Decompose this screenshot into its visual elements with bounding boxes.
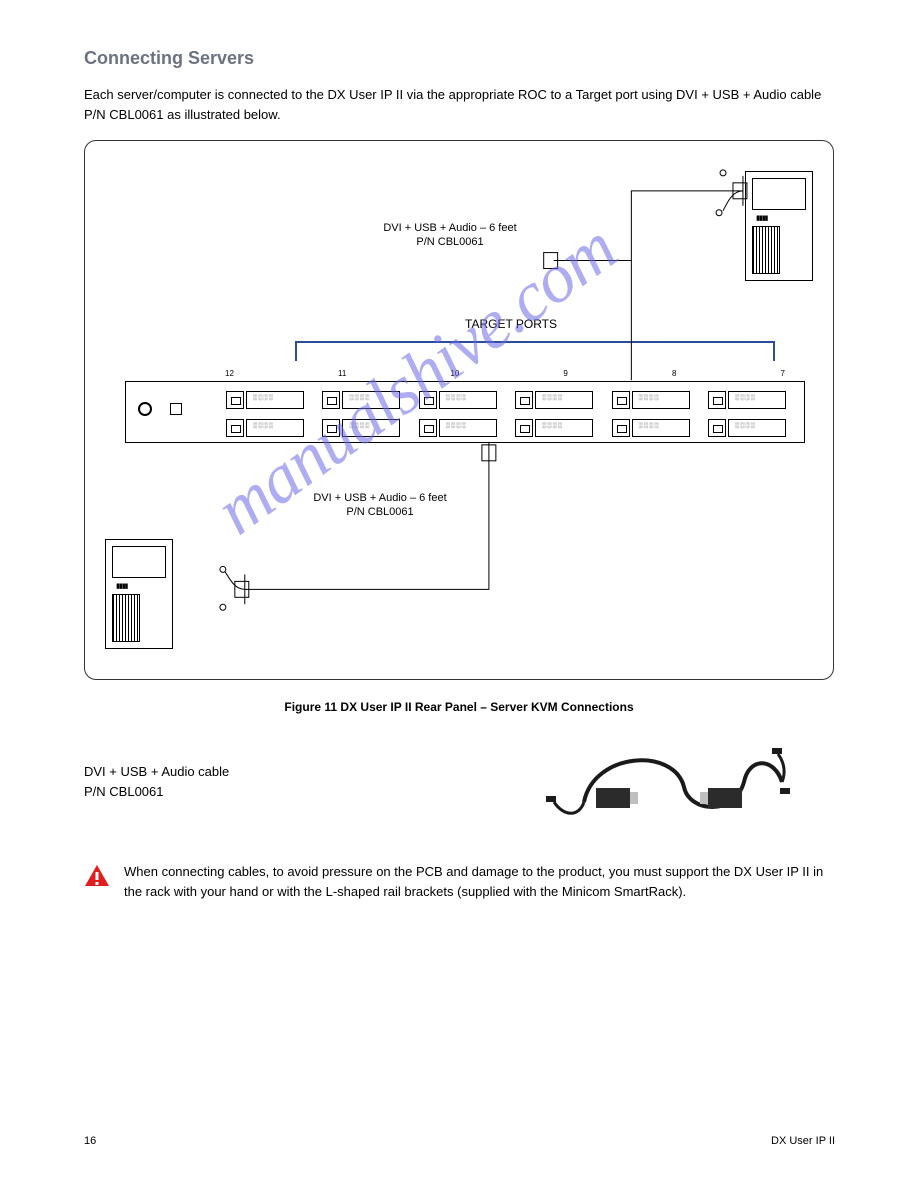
usb-port-icon <box>322 391 340 409</box>
port-number: 9 <box>563 369 567 378</box>
kvm-rear-panel <box>125 381 805 443</box>
port-pair <box>322 416 400 440</box>
section-heading: Connecting Servers <box>84 48 834 69</box>
warning-icon <box>84 864 110 888</box>
footer-page-number: 16 <box>84 1135 96 1147</box>
dvi-port-icon <box>728 391 786 409</box>
cable-product-row: DVI + USB + Audio cable P/N CBL0061 <box>84 732 834 842</box>
server-icon <box>745 171 813 281</box>
usb-port-icon <box>708 391 726 409</box>
footer-title: DX User IP II <box>771 1135 835 1147</box>
dvi-port-icon <box>246 419 304 437</box>
kvm-left-controls <box>138 402 182 416</box>
usb-port-icon <box>419 419 437 437</box>
port-number: 8 <box>672 369 676 378</box>
port-pair <box>708 388 786 412</box>
port-row-top <box>226 388 786 412</box>
usb-port-icon <box>226 419 244 437</box>
usb-port-icon <box>226 391 244 409</box>
usb-port-icon <box>515 391 533 409</box>
usb-port-icon <box>419 391 437 409</box>
brace-end <box>773 341 775 361</box>
server-icon <box>105 539 173 649</box>
dvi-port-icon <box>535 391 593 409</box>
port-pair <box>612 388 690 412</box>
usb-port-icon <box>612 419 630 437</box>
page-content: Connecting Servers Each server/computer … <box>84 48 834 901</box>
port-pair <box>515 416 593 440</box>
cable-product-name: DVI + USB + Audio cable <box>84 764 229 779</box>
brace-line <box>295 341 775 343</box>
port-pair <box>419 388 497 412</box>
usb-port-icon <box>322 419 340 437</box>
targets-label: TARGET PORTS <box>465 317 557 331</box>
port-number: 10 <box>450 369 459 378</box>
cable-label-bottom: DVI + USB + Audio – 6 feet P/N CBL0061 <box>295 491 465 520</box>
usb-port-icon <box>612 391 630 409</box>
intro-paragraph: Each server/computer is connected to the… <box>84 85 834 124</box>
port-pair <box>612 416 690 440</box>
port-number: 11 <box>338 369 346 378</box>
dvi-port-icon <box>246 391 304 409</box>
port-pair <box>226 416 304 440</box>
port-pair <box>322 388 400 412</box>
dvi-port-icon <box>439 419 497 437</box>
cable-label-top: DVI + USB + Audio – 6 feet P/N CBL0061 <box>365 221 535 250</box>
port-pair <box>708 416 786 440</box>
dvi-port-icon <box>535 419 593 437</box>
dvi-port-icon <box>632 391 690 409</box>
dvi-port-icon <box>342 391 400 409</box>
dvi-port-icon <box>342 419 400 437</box>
server-grille-icon <box>752 226 780 274</box>
port-pair <box>419 416 497 440</box>
port-number: 12 <box>225 369 234 378</box>
cable-product-label: DVI + USB + Audio cable P/N CBL0061 <box>84 762 229 801</box>
warning-block: When connecting cables, to avoid pressur… <box>84 862 834 901</box>
warning-text: When connecting cables, to avoid pressur… <box>124 862 834 901</box>
figure-diagram: TARGET PORTS 12 11 10 9 8 7 <box>84 140 834 680</box>
dvi-port-icon <box>632 419 690 437</box>
cable-product-image <box>534 732 794 832</box>
dvi-port-icon <box>439 391 497 409</box>
dvi-port-icon <box>728 419 786 437</box>
port-pair <box>515 388 593 412</box>
power-knob-icon <box>138 402 152 416</box>
server-grille-icon <box>112 594 140 642</box>
usb-port-icon <box>708 419 726 437</box>
brace-end <box>295 341 297 361</box>
figure-caption: Figure 11 DX User IP II Rear Panel – Ser… <box>84 698 834 716</box>
usb-port-icon <box>515 419 533 437</box>
port-number: 7 <box>781 369 785 378</box>
aux-port-icon <box>170 403 182 415</box>
port-number-row: 12 11 10 9 8 7 <box>225 369 785 378</box>
cable-product-pn: P/N CBL0061 <box>84 784 164 799</box>
port-row-bottom <box>226 416 786 440</box>
port-pair <box>226 388 304 412</box>
